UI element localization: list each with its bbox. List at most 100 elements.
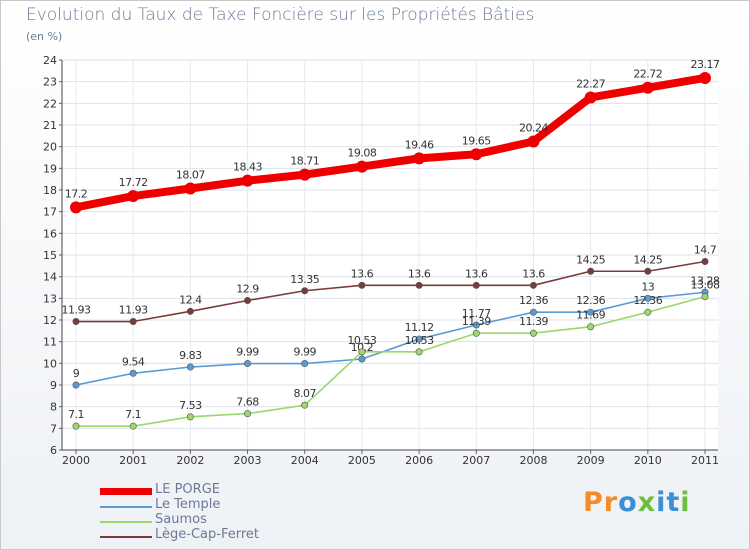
legend-swatch (100, 536, 152, 538)
data-point (70, 201, 82, 214)
y-tick-label: 20 (43, 141, 57, 154)
data-point (129, 422, 137, 430)
x-tick-label: 2011 (691, 454, 719, 467)
data-label: 9.54 (122, 355, 145, 368)
data-label: 12.36 (633, 294, 662, 307)
data-point (244, 410, 252, 418)
series-line (75, 291, 706, 386)
data-point (587, 308, 595, 316)
data-point (129, 369, 137, 377)
data-label: 7.1 (68, 408, 84, 421)
x-tick-label: 2001 (119, 454, 147, 467)
legend-swatch (100, 488, 152, 495)
y-tick-label: 14 (43, 271, 57, 284)
data-label: 13.6 (351, 267, 374, 280)
data-label: 18.71 (290, 155, 319, 168)
data-point (472, 329, 480, 337)
data-point (301, 360, 309, 368)
legend-item: LE PORGE (100, 482, 330, 498)
logo-letter: o (618, 487, 638, 518)
data-label: 13.6 (465, 267, 488, 280)
y-tick-label: 22 (43, 97, 57, 110)
data-label: 13.35 (290, 273, 319, 286)
data-point (699, 71, 711, 84)
data-label: 9.99 (293, 346, 316, 359)
data-label: 12.36 (519, 294, 548, 307)
data-point (584, 91, 597, 104)
data-label: 13.08 (691, 279, 720, 292)
data-point (587, 267, 595, 275)
x-tick-label: 2007 (462, 454, 490, 467)
x-tick-label: 2005 (348, 454, 376, 467)
logo-letter: i (656, 487, 667, 518)
legend-label: LE PORGE (155, 482, 220, 497)
data-point (701, 293, 709, 301)
data-label: 14.25 (576, 253, 605, 266)
data-label: 13.6 (522, 267, 545, 280)
legend-swatch (100, 521, 152, 523)
data-label: 14.7 (694, 244, 717, 257)
data-label: 10.2 (351, 341, 374, 354)
data-point (244, 360, 252, 368)
data-label: 22.27 (576, 77, 605, 90)
data-label: 11.12 (405, 321, 434, 334)
data-point (415, 281, 423, 289)
data-point (644, 267, 652, 275)
data-label: 9 (73, 367, 80, 380)
y-tick-label: 7 (50, 422, 57, 435)
data-point (641, 81, 654, 94)
data-point (186, 363, 194, 371)
data-label: 11.69 (576, 309, 605, 322)
data-point (472, 321, 480, 329)
data-label: 7.68 (236, 396, 259, 409)
data-point (72, 422, 80, 430)
data-label: 18.07 (176, 168, 205, 181)
data-point (701, 257, 709, 265)
x-tick-label: 2003 (234, 454, 262, 467)
data-point (355, 160, 368, 173)
data-label: 17.2 (65, 187, 88, 200)
data-label: 19.65 (462, 134, 491, 147)
data-label: 13 (641, 280, 654, 293)
y-tick-label: 23 (43, 76, 57, 89)
data-label: 9.99 (236, 346, 259, 359)
data-point (644, 294, 652, 302)
y-tick-label: 6 (50, 444, 57, 457)
y-tick-label: 8 (50, 401, 57, 414)
legend-label: Lège-Cap-Ferret (155, 527, 259, 542)
data-point (358, 281, 366, 289)
y-unit-label: (en %) (26, 30, 63, 43)
x-tick-label: 2000 (62, 454, 90, 467)
data-point (186, 413, 194, 421)
x-tick-label: 2008 (519, 454, 547, 467)
y-tick-label: 24 (43, 54, 57, 67)
data-label: 9.83 (179, 349, 202, 362)
legend-item: Saumos (100, 512, 330, 528)
data-point (529, 308, 537, 316)
data-label: 10.53 (405, 334, 434, 347)
data-point (241, 174, 254, 187)
data-point (470, 148, 483, 161)
y-tick-label: 12 (43, 314, 57, 327)
data-label: 12.9 (236, 283, 259, 296)
data-point (587, 323, 595, 331)
data-label: 11.93 (119, 304, 148, 317)
data-point (244, 296, 252, 304)
x-tick-label: 2004 (291, 454, 319, 467)
data-label: 17.72 (119, 176, 148, 189)
data-point (301, 401, 309, 409)
data-label: 7.53 (179, 399, 202, 412)
data-label: 22.72 (633, 68, 662, 81)
data-label: 12.4 (179, 293, 202, 306)
x-tick-label: 2006 (405, 454, 433, 467)
data-point (529, 329, 537, 337)
data-point (129, 318, 137, 326)
series-line (75, 260, 706, 323)
y-tick-label: 11 (43, 336, 57, 349)
data-label: 11.93 (62, 304, 91, 317)
y-tick-label: 13 (43, 292, 57, 305)
y-tick-label: 21 (43, 119, 57, 132)
data-label: 13.28 (691, 274, 720, 287)
series-line (75, 295, 706, 427)
